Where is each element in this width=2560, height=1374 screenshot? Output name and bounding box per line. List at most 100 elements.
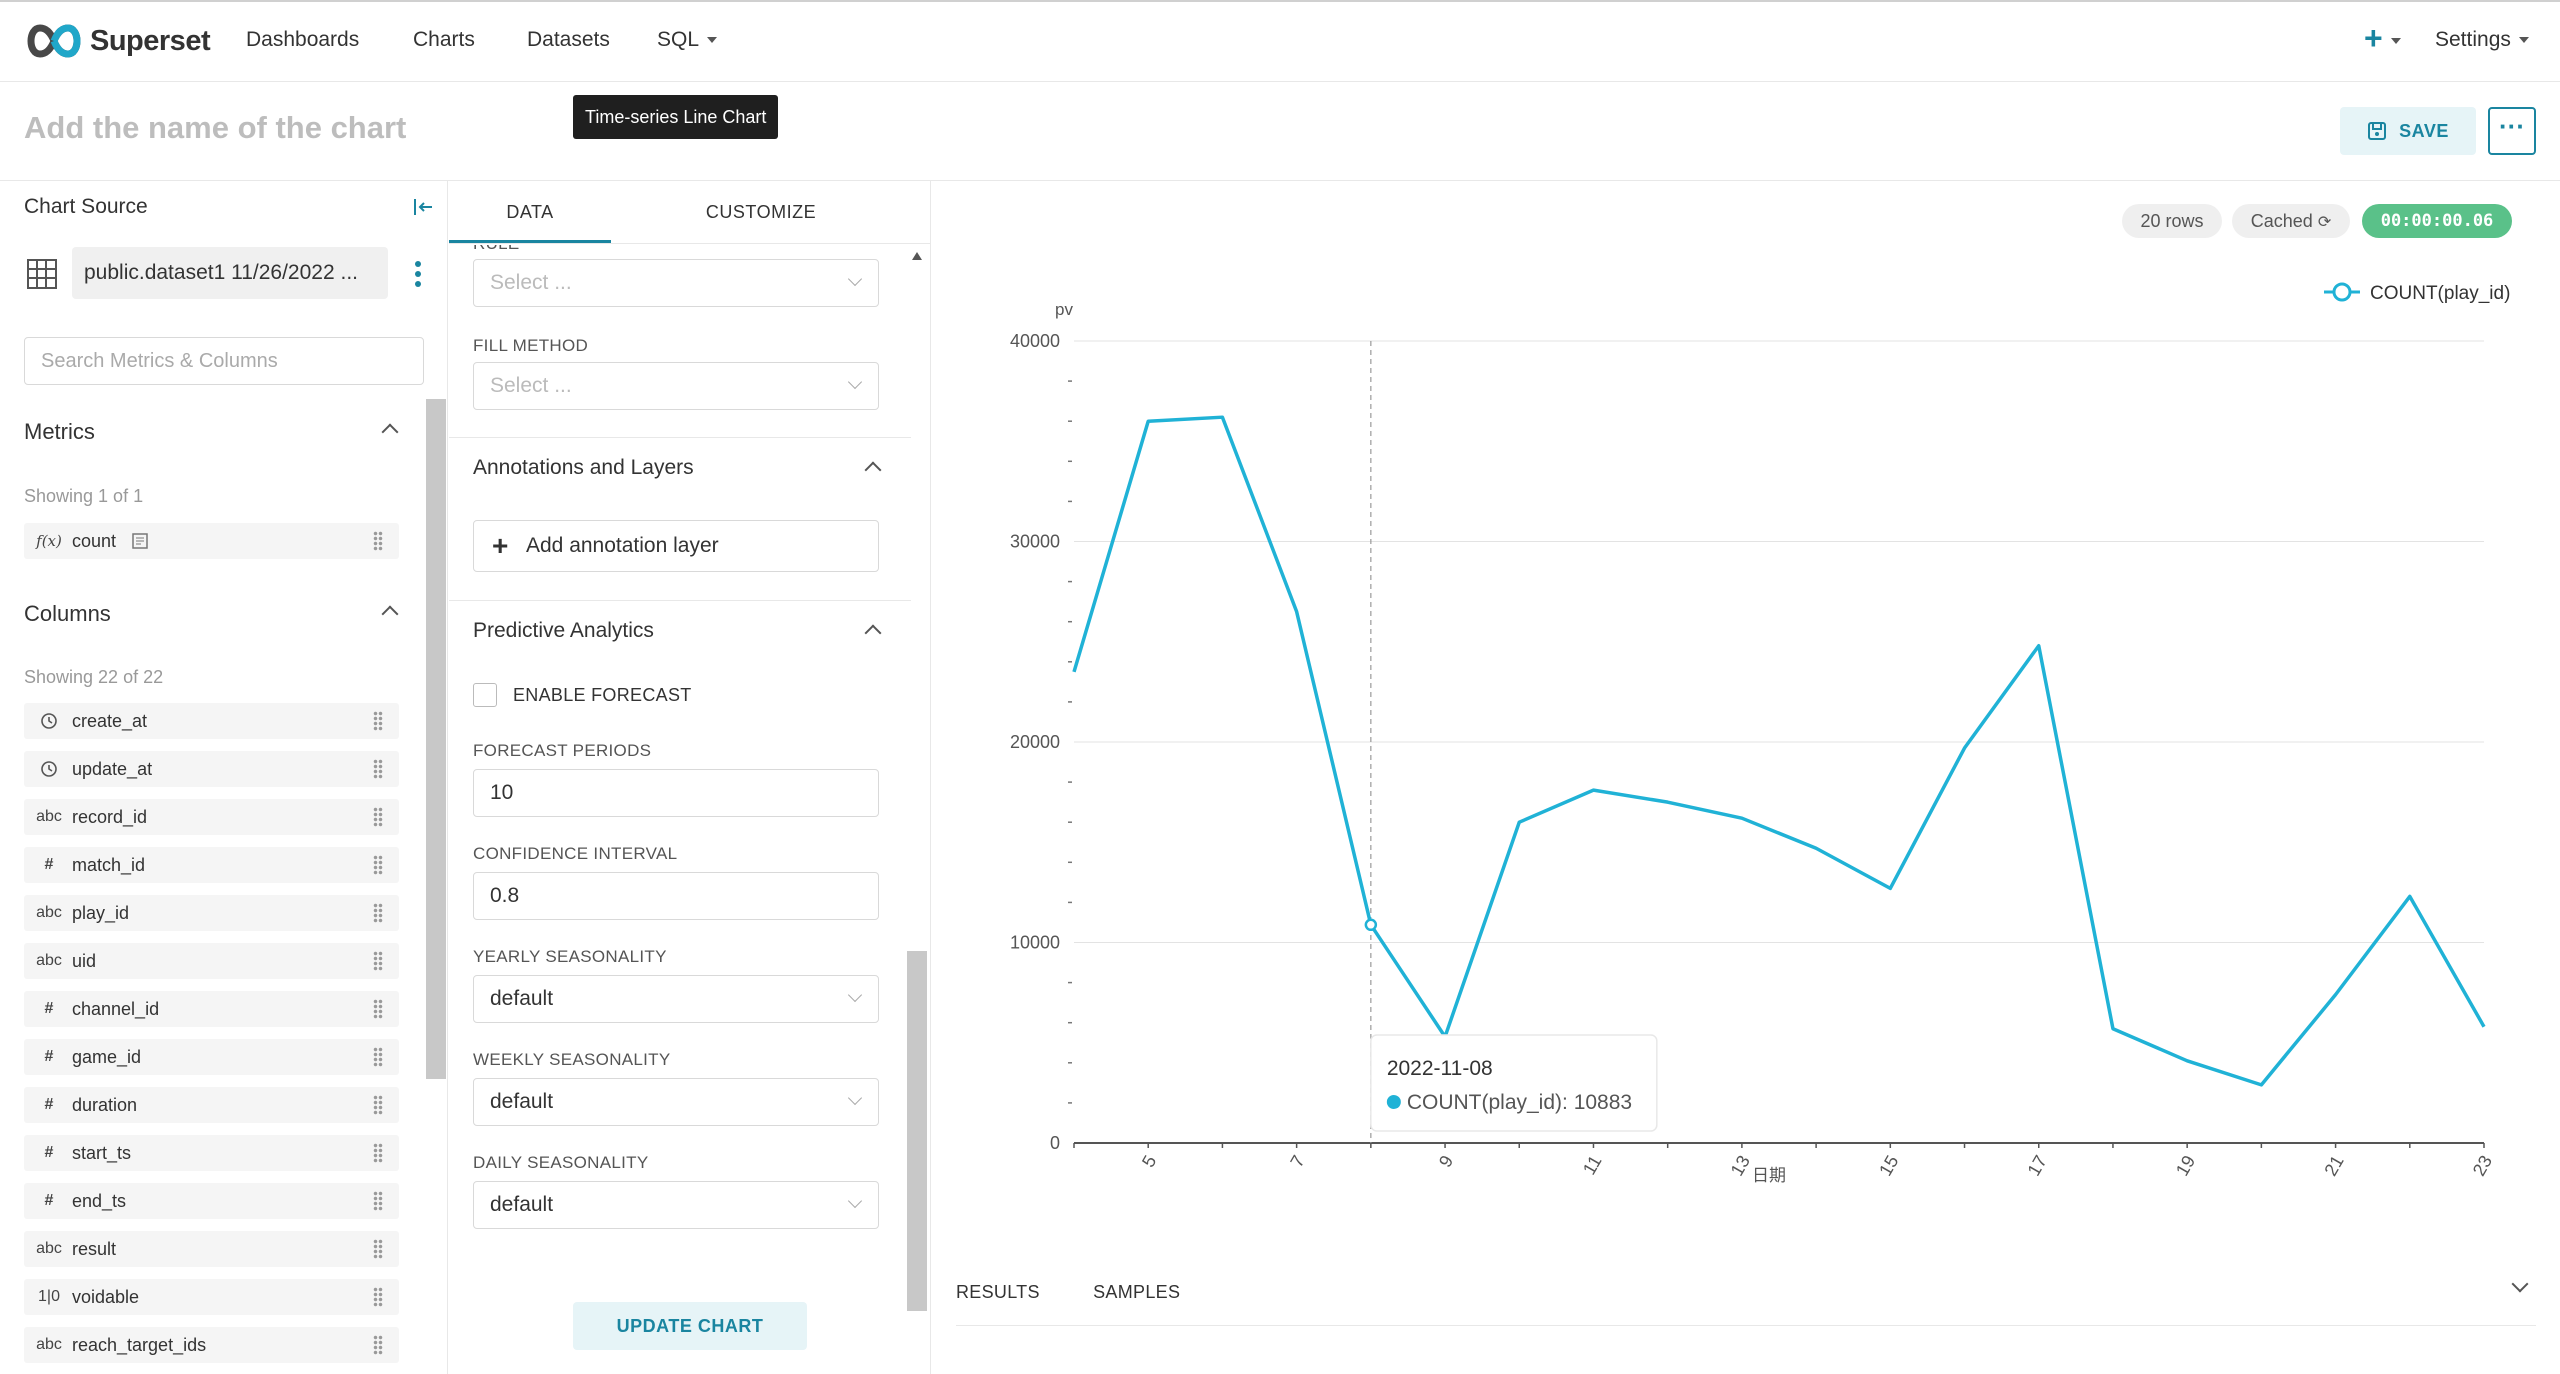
x-tick-label: 9 (1435, 1152, 1457, 1171)
rule-select[interactable]: Select ... (473, 259, 879, 307)
tab-samples[interactable]: SAMPLES (1093, 1282, 1181, 1302)
scroll-up-icon[interactable] (911, 251, 923, 261)
column-name: game_id (72, 1047, 142, 1067)
update-chart-button[interactable]: UPDATE CHART (573, 1302, 807, 1350)
drag-handle-icon[interactable] (373, 1287, 383, 1307)
drag-handle-icon[interactable] (373, 951, 383, 971)
column-name: match_id (72, 855, 146, 875)
column-item[interactable]: abc play_id (24, 895, 399, 931)
column-item[interactable]: abc uid (24, 943, 399, 979)
left-panel-scrollbar[interactable] (426, 399, 446, 1079)
enable-forecast-checkbox[interactable] (473, 683, 497, 707)
column-name: reach_target_ids (72, 1335, 207, 1355)
save-button[interactable]: SAVE (2340, 107, 2476, 155)
drag-handle-icon[interactable] (373, 1095, 383, 1115)
drag-handle-icon[interactable] (373, 1143, 383, 1163)
chevron-down-icon (847, 271, 863, 287)
yearly-seasonality-select[interactable]: default (473, 975, 879, 1023)
forecast-periods-input[interactable]: 10 (473, 769, 879, 817)
predictive-analytics-title: Predictive Analytics (473, 619, 654, 642)
drag-handle-icon[interactable] (373, 1335, 383, 1355)
new-item-menu[interactable]: + (2364, 20, 2401, 57)
tooltip-series-marker (1386, 1095, 1401, 1109)
column-item[interactable]: create_at (24, 703, 399, 739)
chevron-up-icon[interactable] (381, 423, 399, 441)
header-divider (0, 180, 2560, 181)
chevron-up-icon[interactable] (864, 461, 882, 479)
column-item[interactable]: # end_ts (24, 1183, 399, 1219)
column-name: uid (72, 951, 97, 971)
nav-datasets[interactable]: Datasets (527, 28, 610, 51)
cached-badge[interactable]: Cached ⟳ (2232, 204, 2350, 238)
fill-method-select[interactable]: Select ... (473, 362, 879, 410)
column-item[interactable]: # match_id (24, 847, 399, 883)
column-item[interactable]: abc result (24, 1231, 399, 1267)
drag-handle-icon[interactable] (373, 903, 383, 923)
drag-handle-icon[interactable] (373, 1191, 383, 1211)
drag-handle-icon[interactable] (373, 807, 383, 827)
metric-item[interactable]: f(x) count (24, 523, 399, 559)
dataset-selector[interactable]: public.dataset1 11/26/2022 ... (72, 247, 388, 299)
hovered-data-point[interactable] (1364, 918, 1378, 932)
column-item[interactable]: abc record_id (24, 799, 399, 835)
drag-handle-icon[interactable] (373, 1239, 383, 1259)
drag-handle-icon[interactable] (373, 711, 383, 731)
drag-handle-icon[interactable] (373, 1047, 383, 1067)
column-item[interactable]: # duration (24, 1087, 399, 1123)
column-item[interactable]: # channel_id (24, 991, 399, 1027)
drag-handle-icon[interactable] (373, 999, 383, 1019)
chevron-down-icon (707, 37, 718, 44)
column-item[interactable]: update_at (24, 751, 399, 787)
collapse-panel-icon[interactable] (412, 197, 434, 217)
column-item[interactable]: # game_id (24, 1039, 399, 1075)
clock-icon (34, 703, 64, 739)
string-type-icon: abc (36, 808, 62, 825)
chevron-up-icon[interactable] (864, 624, 882, 642)
series-line-count-play-id[interactable] (1072, 415, 2486, 1087)
y-tick-label: 20000 (1010, 732, 1060, 752)
daily-seasonality-value: default (490, 1193, 554, 1216)
top-navbar: Superset Dashboards Charts Datasets SQL … (0, 0, 2560, 82)
save-label: SAVE (2399, 120, 2449, 141)
chevron-down-icon (847, 1090, 863, 1106)
column-name: play_id (72, 903, 130, 923)
superset-logo[interactable]: Superset (22, 20, 211, 62)
chevron-up-icon[interactable] (381, 605, 399, 623)
numeric-type-icon: # (44, 1192, 54, 1209)
add-annotation-layer-button[interactable]: + Add annotation layer (473, 520, 879, 572)
columns-section-title: Columns (24, 601, 111, 626)
drag-handle-icon[interactable] (373, 855, 383, 875)
column-item[interactable]: abc reach_target_ids (24, 1327, 399, 1363)
nav-sql[interactable]: SQL (657, 28, 718, 52)
tab-results[interactable]: RESULTS (956, 1282, 1040, 1302)
settings-menu[interactable]: Settings (2435, 28, 2529, 52)
tab-customize[interactable]: CUSTOMIZE (705, 202, 817, 222)
metrics-section-title: Metrics (24, 419, 95, 444)
clock-icon (34, 751, 64, 787)
cached-label: Cached (2250, 211, 2313, 231)
drag-handle-icon[interactable] (373, 531, 383, 551)
line-chart[interactable]: 0 10000 20000 30000 40000 pv 5 7 9 11 13 15 17 19 21 23… (932, 241, 2560, 1281)
column-item[interactable]: 1|0 voidable (24, 1279, 399, 1315)
nav-charts[interactable]: Charts (413, 28, 475, 51)
chart-title-input[interactable]: Add the name of the chart (24, 110, 407, 145)
nav-dashboards[interactable]: Dashboards (246, 28, 360, 51)
daily-seasonality-select[interactable]: default (473, 1181, 879, 1229)
search-metrics-columns-input[interactable] (24, 337, 424, 385)
drag-handle-icon[interactable] (373, 759, 383, 779)
string-type-icon: abc (36, 1336, 62, 1353)
sql-expression-icon (132, 533, 148, 549)
y-tick-label: 10000 (1010, 933, 1060, 953)
weekly-seasonality-select[interactable]: default (473, 1078, 879, 1126)
control-panel-scrollbar[interactable] (907, 951, 927, 1311)
tab-data[interactable]: DATA (449, 181, 611, 243)
function-icon: f(x) (36, 532, 62, 550)
datasource-panel: Chart Source public.dataset1 11/26/2022 … (0, 181, 448, 1374)
viz-type-tooltip: Time-series Line Chart (573, 95, 779, 139)
dataset-menu-icon[interactable] (412, 259, 424, 289)
more-options-button[interactable]: ··· (2488, 107, 2536, 155)
column-item[interactable]: # start_ts (24, 1135, 399, 1171)
x-tick-label: 21 (2320, 1152, 2347, 1179)
confidence-interval-input[interactable]: 0.8 (473, 872, 879, 920)
tooltip-value: COUNT(play_id): 10883 (1407, 1091, 1632, 1114)
